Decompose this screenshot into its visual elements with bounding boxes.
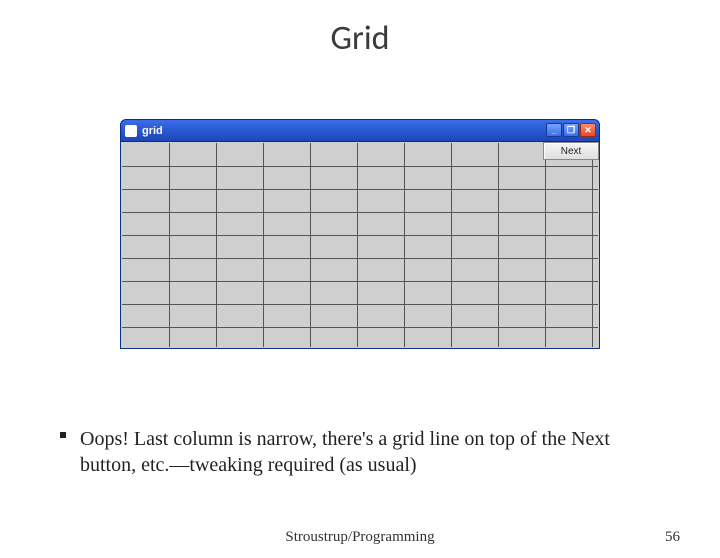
grid-vline: [216, 143, 217, 347]
grid-hline: [122, 327, 598, 328]
window-controls: _ ❐ ✕: [546, 123, 596, 137]
footer: Stroustrup/Programming: [0, 529, 720, 546]
grid-vline: [545, 143, 546, 347]
mock-window: grid _ ❐ ✕ Next: [120, 119, 600, 349]
grid-hline: [122, 166, 598, 167]
grid-vline: [451, 143, 452, 347]
slide-title: Grid: [0, 18, 720, 59]
grid-vline: [498, 143, 499, 347]
bullet-text: Oops! Last column is narrow, there's a g…: [80, 426, 660, 479]
minimize-button[interactable]: _: [546, 123, 562, 137]
bullet-item: Oops! Last column is narrow, there's a g…: [60, 426, 660, 479]
window-titlebar: grid _ ❐ ✕: [120, 119, 600, 141]
grid-hline: [122, 281, 598, 282]
window-client-area: Next: [120, 141, 600, 349]
window-title: grid: [142, 125, 163, 137]
maximize-button[interactable]: ❐: [563, 123, 579, 137]
grid-vline: [169, 143, 170, 347]
grid-surface: [122, 143, 598, 347]
grid-hline: [122, 304, 598, 305]
grid-hline: [122, 189, 598, 190]
page-number: 56: [665, 529, 680, 546]
app-icon: [125, 125, 137, 137]
bullet-marker: [60, 432, 66, 438]
grid-vline: [310, 143, 311, 347]
grid-vline: [592, 143, 593, 347]
grid-hline: [122, 212, 598, 213]
grid-vline: [357, 143, 358, 347]
grid-hline: [122, 235, 598, 236]
grid-vline: [404, 143, 405, 347]
close-button[interactable]: ✕: [580, 123, 596, 137]
next-button[interactable]: Next: [543, 142, 599, 160]
grid-vline: [263, 143, 264, 347]
grid-hline: [122, 258, 598, 259]
